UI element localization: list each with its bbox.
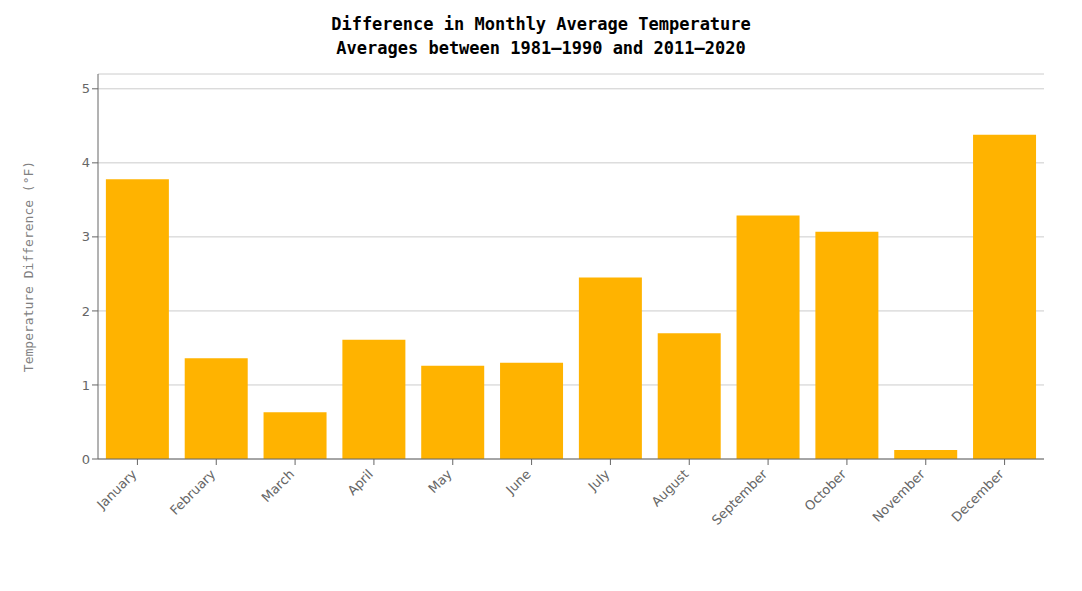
svg-text:3: 3 bbox=[82, 229, 90, 244]
svg-text:2: 2 bbox=[82, 304, 90, 319]
svg-text:January: January bbox=[93, 466, 139, 512]
svg-text:1: 1 bbox=[82, 378, 90, 393]
svg-text:October: October bbox=[802, 466, 850, 514]
svg-text:November: November bbox=[869, 466, 928, 525]
html-text:Difference in Monthly Average: Difference in Monthly Average Temperatur… bbox=[331, 14, 751, 34]
svg-text:December: December bbox=[948, 466, 1007, 525]
svg-text:April: April bbox=[344, 467, 376, 499]
svg-text:Temperature Difference (°F): Temperature Difference (°F) bbox=[21, 161, 36, 372]
svg-text:May: May bbox=[425, 466, 455, 496]
svg-text:September: September bbox=[709, 466, 771, 528]
svg-text:July: July bbox=[585, 466, 613, 494]
html-text:Averages between 1981–1990 and: Averages between 1981–1990 and 2011–2020 bbox=[336, 38, 746, 58]
svg-text:4: 4 bbox=[82, 155, 90, 170]
svg-text:June: June bbox=[502, 467, 533, 498]
svg-text:0: 0 bbox=[82, 452, 90, 467]
svg-text:February: February bbox=[167, 466, 219, 518]
svg-text:March: March bbox=[259, 467, 298, 506]
svg-text:5: 5 bbox=[82, 81, 90, 96]
svg-text:August: August bbox=[649, 467, 692, 510]
